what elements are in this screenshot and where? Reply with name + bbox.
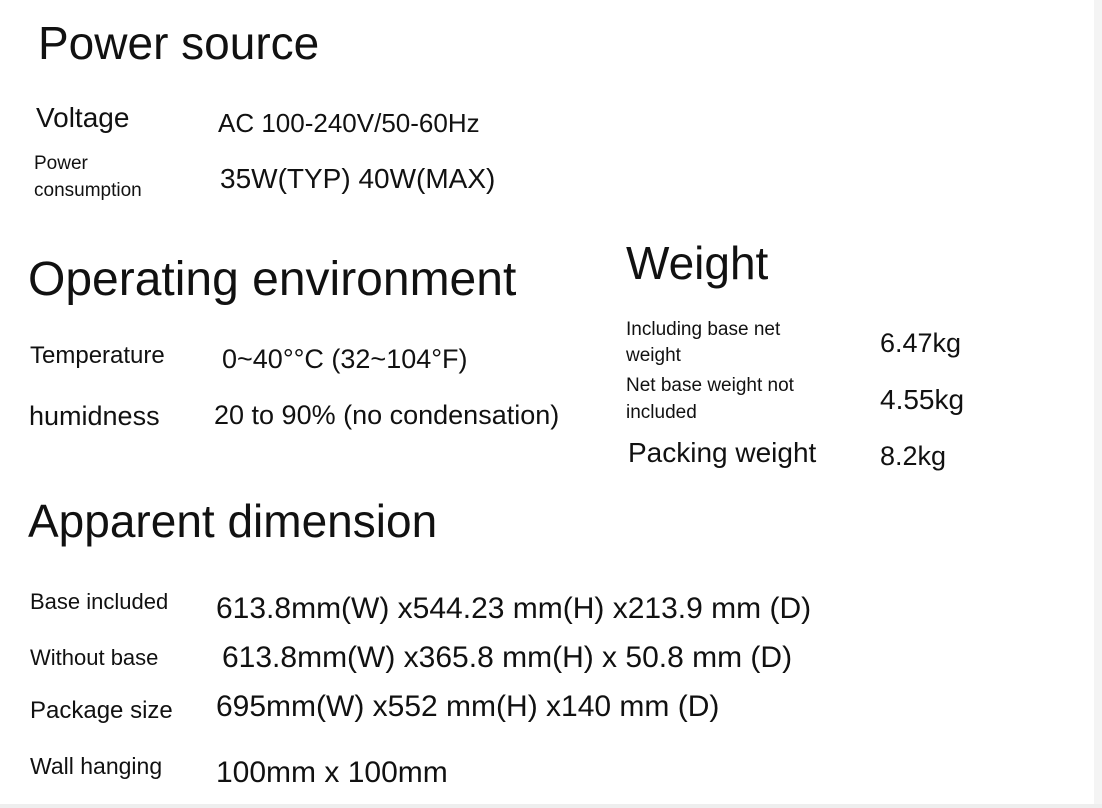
humidity-label: humidness	[29, 401, 160, 431]
dimension-label-base-included: Base included	[30, 589, 169, 614]
with-base-value: 6.47kg	[880, 328, 962, 358]
apparent-dimension-heading: Apparent dimension	[28, 495, 438, 547]
temperature-label: Temperature	[30, 342, 165, 369]
without-base-label-line2: included	[626, 402, 697, 423]
consumption-value: 35W(TYP) 40W(MAX)	[220, 163, 496, 194]
voltage-value: AC 100-240V/50-60Hz	[218, 108, 480, 138]
right-edge-strip	[1094, 0, 1102, 808]
voltage-label: Voltage	[36, 102, 130, 133]
dimension-value-base-included: 613.8mm(W) x544.23 mm(H) x213.9 mm (D)	[216, 592, 812, 625]
humidity-value: 20 to 90% (no condensation)	[214, 400, 560, 430]
power-source-heading: Power source	[38, 17, 320, 69]
operating-environment-heading: Operating environment	[28, 253, 517, 306]
dimension-value-package-size: 695mm(W) x552 mm(H) x140 mm (D)	[216, 690, 720, 723]
packing-weight-value: 8.2kg	[880, 441, 947, 471]
bottom-edge-strip	[0, 804, 1102, 808]
dimension-label-package-size: Package size	[30, 697, 173, 724]
dimension-label-without-base: Without base	[30, 645, 159, 670]
with-base-label-line1: Including base net	[626, 319, 781, 340]
dimension-value-without-base: 613.8mm(W) x365.8 mm(H) x 50.8 mm (D)	[222, 641, 793, 674]
temperature-value: 0~40°°C (32~104°F)	[222, 344, 468, 374]
packing-weight-label: Packing weight	[628, 437, 817, 468]
with-base-label-line2: weight	[626, 345, 681, 366]
dimension-label-wall-hanging: Wall hanging	[30, 753, 163, 779]
weight-heading: Weight	[626, 237, 769, 289]
without-base-label-line1: Net base weight not	[626, 375, 794, 396]
consumption-label-line2: consumption	[34, 180, 142, 201]
without-base-value: 4.55kg	[880, 384, 965, 415]
dimension-value-wall-hanging: 100mm x 100mm	[216, 756, 448, 789]
consumption-label-line1: Power	[34, 153, 88, 174]
